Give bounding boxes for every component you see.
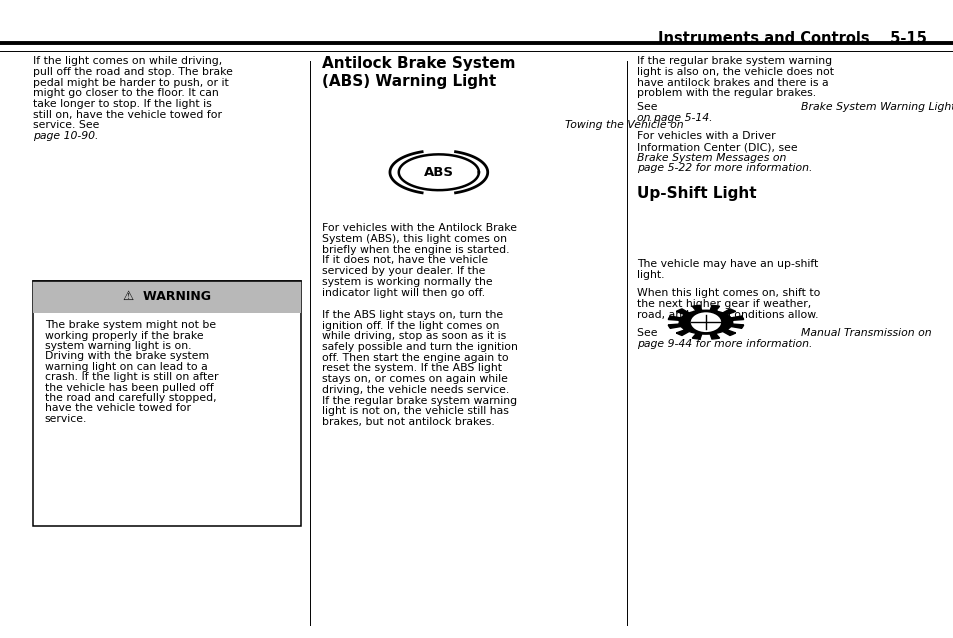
Text: If the regular brake system warning: If the regular brake system warning <box>637 56 832 66</box>
Text: For vehicles with the Antilock Brake: For vehicles with the Antilock Brake <box>322 223 517 234</box>
Text: service.: service. <box>45 414 87 424</box>
Text: Driving with the brake system: Driving with the brake system <box>45 352 209 362</box>
Text: Brake System Messages on: Brake System Messages on <box>637 152 786 163</box>
Text: driving, the vehicle needs service.: driving, the vehicle needs service. <box>322 385 509 395</box>
Text: take longer to stop. If the light is: take longer to stop. If the light is <box>33 99 212 109</box>
Text: have antilock brakes and there is a: have antilock brakes and there is a <box>637 78 828 87</box>
Text: crash. If the light is still on after: crash. If the light is still on after <box>45 373 218 382</box>
Text: Manual Transmission on: Manual Transmission on <box>801 328 931 338</box>
Text: the next higher gear if weather,: the next higher gear if weather, <box>637 299 811 309</box>
Text: off. Then start the engine again to: off. Then start the engine again to <box>322 353 509 362</box>
Text: See: See <box>637 102 660 112</box>
Text: the vehicle has been pulled off: the vehicle has been pulled off <box>45 383 213 392</box>
Text: still on, have the vehicle towed for: still on, have the vehicle towed for <box>33 110 222 120</box>
Circle shape <box>689 311 721 333</box>
Text: Antilock Brake System
(ABS) Warning Light: Antilock Brake System (ABS) Warning Ligh… <box>322 56 516 89</box>
Text: If it does not, have the vehicle: If it does not, have the vehicle <box>322 255 488 265</box>
Text: on page 5-14.: on page 5-14. <box>637 113 712 123</box>
Text: pedal might be harder to push, or it: pedal might be harder to push, or it <box>33 78 229 87</box>
Text: reset the system. If the ABS light: reset the system. If the ABS light <box>322 364 502 373</box>
Text: Towing the Vehicle on: Towing the Vehicle on <box>565 121 683 130</box>
Text: light.: light. <box>637 270 664 279</box>
Text: safely possible and turn the ignition: safely possible and turn the ignition <box>322 342 517 352</box>
Text: ignition off. If the light comes on: ignition off. If the light comes on <box>322 320 499 330</box>
Text: If the regular brake system warning: If the regular brake system warning <box>322 396 517 406</box>
Text: briefly when the engine is started.: briefly when the engine is started. <box>322 245 510 255</box>
Text: Information Center (DIC), see: Information Center (DIC), see <box>637 142 797 152</box>
Text: page 10-90.: page 10-90. <box>33 131 99 141</box>
Text: have the vehicle towed for: have the vehicle towed for <box>45 403 191 413</box>
Text: problem with the regular brakes.: problem with the regular brakes. <box>637 88 816 98</box>
Text: system is working normally the: system is working normally the <box>322 277 493 287</box>
Text: road, and traffic conditions allow.: road, and traffic conditions allow. <box>637 309 818 320</box>
Text: Up-Shift Light: Up-Shift Light <box>637 186 756 201</box>
Text: ABS: ABS <box>423 166 454 179</box>
Text: brakes, but not antilock brakes.: brakes, but not antilock brakes. <box>322 417 495 427</box>
Text: warning light on can lead to a: warning light on can lead to a <box>45 362 208 372</box>
Text: working properly if the brake: working properly if the brake <box>45 330 203 341</box>
Text: while driving, stop as soon as it is: while driving, stop as soon as it is <box>322 331 506 341</box>
Text: stays on, or comes on again while: stays on, or comes on again while <box>322 374 508 384</box>
Text: System (ABS), this light comes on: System (ABS), this light comes on <box>322 234 507 244</box>
Text: serviced by your dealer. If the: serviced by your dealer. If the <box>322 266 485 276</box>
Text: The brake system might not be: The brake system might not be <box>45 320 215 330</box>
Text: page 9-44 for more information.: page 9-44 for more information. <box>637 339 812 348</box>
Text: When this light comes on, shift to: When this light comes on, shift to <box>637 288 820 298</box>
Text: If the ABS light stays on, turn the: If the ABS light stays on, turn the <box>322 310 503 320</box>
Text: service. See: service. See <box>33 121 103 130</box>
Text: the road and carefully stopped,: the road and carefully stopped, <box>45 393 216 403</box>
Text: Brake System Warning Light: Brake System Warning Light <box>801 102 953 112</box>
Text: See: See <box>637 328 660 338</box>
Text: indicator light will then go off.: indicator light will then go off. <box>322 288 485 297</box>
Text: pull off the road and stop. The brake: pull off the road and stop. The brake <box>33 67 233 77</box>
Polygon shape <box>667 306 743 339</box>
Text: ⚠  WARNING: ⚠ WARNING <box>123 290 211 303</box>
Text: If the light comes on while driving,: If the light comes on while driving, <box>33 56 222 66</box>
Text: The vehicle may have an up-shift: The vehicle may have an up-shift <box>637 259 818 269</box>
Text: Instruments and Controls    5-15: Instruments and Controls 5-15 <box>658 31 926 46</box>
Text: For vehicles with a Driver: For vehicles with a Driver <box>637 131 775 141</box>
FancyBboxPatch shape <box>33 281 300 313</box>
Text: system warning light is on.: system warning light is on. <box>45 341 192 351</box>
Text: page 5-22 for more information.: page 5-22 for more information. <box>637 163 812 174</box>
FancyBboxPatch shape <box>33 281 300 526</box>
Text: might go closer to the floor. It can: might go closer to the floor. It can <box>33 88 219 98</box>
Text: light is not on, the vehicle still has: light is not on, the vehicle still has <box>322 406 509 416</box>
Text: light is also on, the vehicle does not: light is also on, the vehicle does not <box>637 67 833 77</box>
